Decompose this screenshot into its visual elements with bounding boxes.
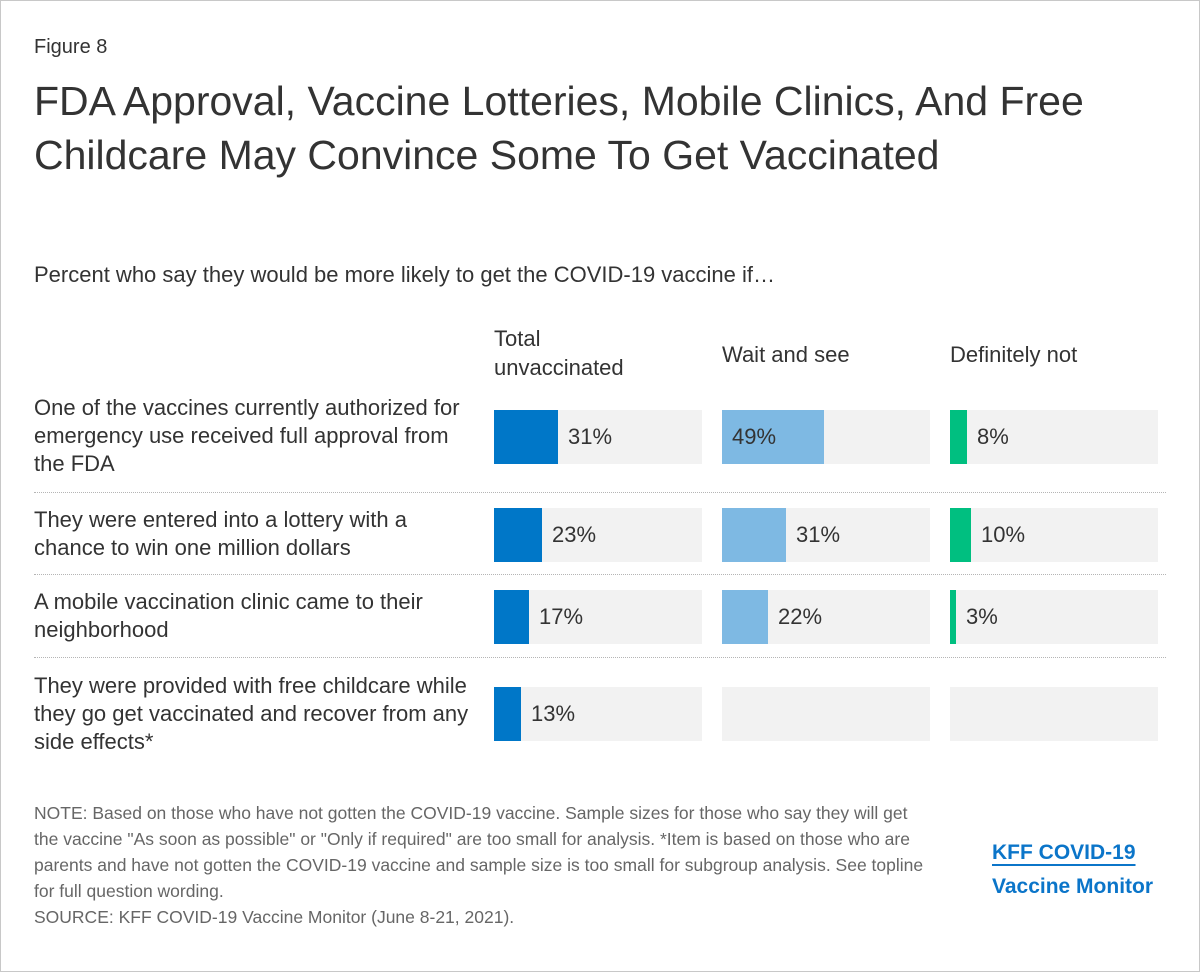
- column-header-1: Total unvaccinated: [494, 326, 624, 380]
- bar-track: [722, 687, 930, 741]
- data-label: 49%: [732, 424, 777, 449]
- bar-track: 31%: [494, 410, 702, 464]
- note-text: NOTE: Based on those who have not gotten…: [34, 803, 924, 901]
- chart-subtitle: Percent who say they would be more likel…: [34, 262, 776, 287]
- data-label: 8%: [977, 424, 1009, 449]
- data-label: 10%: [981, 522, 1026, 547]
- bar-wait: [722, 590, 768, 644]
- category-label: They were entered into a lottery with a …: [34, 507, 407, 560]
- bar-total: [494, 687, 521, 741]
- bar-track: 49%: [722, 410, 930, 464]
- row-separator: [34, 657, 1166, 658]
- bar-track: 17%: [494, 590, 702, 644]
- bar-wait: [722, 508, 786, 562]
- chart-note: NOTE: Based on those who have not gotten…: [34, 800, 934, 930]
- bar-notsure: [950, 410, 967, 464]
- data-label: 13%: [531, 701, 576, 726]
- data-label: 31%: [568, 424, 613, 449]
- column-header-3: Definitely not: [950, 342, 1078, 367]
- category-label: A mobile vaccination clinic came to thei…: [34, 589, 423, 642]
- logo-line-1: KFF COVID-19: [992, 841, 1136, 864]
- row-separator: [34, 492, 1166, 493]
- data-label: 22%: [778, 604, 823, 629]
- bar-total: [494, 410, 558, 464]
- category-label: They were provided with free childcare w…: [34, 673, 469, 754]
- column-header-2: Wait and see: [722, 342, 850, 367]
- bar-wait: [722, 410, 824, 464]
- data-label: 17%: [539, 604, 584, 629]
- bar-track: 10%: [950, 508, 1158, 562]
- bar-track: 8%: [950, 410, 1158, 464]
- row-separator: [34, 574, 1166, 575]
- data-label: 31%: [796, 522, 841, 547]
- bar-notsure: [950, 590, 956, 644]
- logo-line-2: Vaccine Monitor: [992, 875, 1154, 898]
- bar-total: [494, 508, 542, 562]
- bar-track: 22%: [722, 590, 930, 644]
- bar-total: [494, 590, 529, 644]
- data-label: 23%: [552, 522, 597, 547]
- bar-track: [950, 687, 1158, 741]
- category-label: One of the vaccines currently authorized…: [34, 395, 460, 476]
- bar-track: 23%: [494, 508, 702, 562]
- bar-track: 3%: [950, 590, 1158, 644]
- bar-track: 13%: [494, 687, 702, 741]
- kff-logo[interactable]: KFF COVID-19 Vaccine Monitor: [992, 836, 1153, 904]
- bar-notsure: [950, 508, 971, 562]
- bar-track: 31%: [722, 508, 930, 562]
- data-label: 3%: [966, 604, 998, 629]
- source-text: SOURCE: KFF COVID-19 Vaccine Monitor (Ju…: [34, 907, 515, 927]
- chart-title: FDA Approval, Vaccine Lotteries, Mobile …: [34, 78, 1084, 178]
- figure-label: Figure 8: [34, 36, 108, 58]
